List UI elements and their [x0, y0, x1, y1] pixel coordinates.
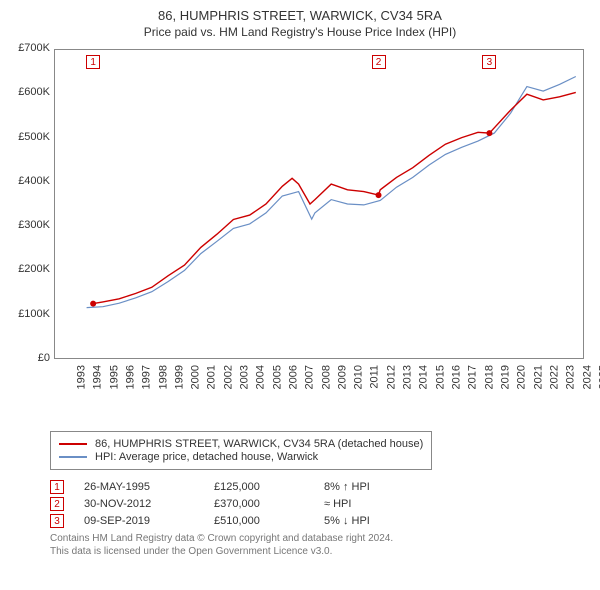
- x-tick-label: 1998: [157, 365, 169, 389]
- x-tick-label: 2003: [239, 365, 251, 389]
- tx-date: 30-NOV-2012: [84, 498, 214, 510]
- x-tick-label: 2001: [206, 365, 218, 389]
- transaction-point: [90, 301, 96, 307]
- legend-label: HPI: Average price, detached house, Warw…: [95, 451, 318, 463]
- x-tick-label: 2022: [548, 365, 560, 389]
- page-subtitle: Price paid vs. HM Land Registry's House …: [10, 25, 590, 39]
- legend: 86, HUMPHRIS STREET, WARWICK, CV34 5RA (…: [50, 431, 432, 470]
- x-tick-label: 2002: [222, 365, 234, 389]
- transactions-table: 1 26-MAY-1995£125,0008% ↑ HPI 2 30-NOV-2012…: [50, 480, 590, 528]
- x-tick-label: 1994: [92, 365, 104, 389]
- x-tick-label: 2012: [385, 365, 397, 389]
- x-tick-label: 2009: [336, 365, 348, 389]
- legend-item: HPI: Average price, detached house, Warw…: [59, 451, 423, 463]
- series-subject: [93, 92, 576, 303]
- price-chart: £0£100K£200K£300K£400K£500K£600K£700K199…: [10, 45, 590, 425]
- chart-marker: 1: [86, 55, 100, 69]
- x-tick-label: 2000: [190, 365, 202, 389]
- x-tick-label: 1995: [108, 365, 120, 389]
- transaction-point: [486, 130, 492, 136]
- table-row: 2 30-NOV-2012£370,000≈ HPI: [50, 497, 590, 511]
- x-tick-label: 2013: [402, 365, 414, 389]
- x-tick-label: 2023: [565, 365, 577, 389]
- tx-marker: 2: [50, 497, 64, 511]
- footer-line: This data is licensed under the Open Gov…: [50, 545, 590, 558]
- tx-price: £125,000: [214, 481, 324, 493]
- x-tick-label: 2018: [483, 365, 495, 389]
- x-tick-label: 2011: [368, 365, 380, 389]
- tx-date: 09-SEP-2019: [84, 515, 214, 527]
- x-tick-label: 2024: [581, 365, 593, 389]
- x-tick-label: 2016: [451, 365, 463, 389]
- tx-price: £370,000: [214, 498, 324, 510]
- tx-relative: 8% ↑ HPI: [324, 481, 444, 493]
- x-tick-label: 2014: [418, 365, 430, 389]
- table-row: 3 09-SEP-2019£510,0005% ↓ HPI: [50, 514, 590, 528]
- x-tick-label: 2017: [467, 365, 479, 389]
- legend-label: 86, HUMPHRIS STREET, WARWICK, CV34 5RA (…: [95, 438, 423, 450]
- chart-marker: 2: [372, 55, 386, 69]
- tx-marker: 1: [50, 480, 64, 494]
- x-tick-label: 2005: [271, 365, 283, 389]
- x-tick-label: 2010: [353, 365, 365, 389]
- x-tick-label: 2004: [255, 365, 267, 389]
- x-tick-label: 2008: [320, 365, 332, 389]
- x-tick-label: 2020: [516, 365, 528, 389]
- x-tick-label: 2007: [304, 365, 316, 389]
- transaction-point: [376, 192, 382, 198]
- x-tick-label: 2015: [434, 365, 446, 389]
- series-hpi: [87, 77, 576, 308]
- footer-line: Contains HM Land Registry data © Crown c…: [50, 532, 590, 545]
- x-tick-label: 1997: [141, 365, 153, 389]
- attribution: Contains HM Land Registry data © Crown c…: [50, 532, 590, 558]
- x-tick-label: 1999: [173, 365, 185, 389]
- tx-relative: ≈ HPI: [324, 498, 444, 510]
- x-tick-label: 1996: [124, 365, 136, 389]
- page-title: 86, HUMPHRIS STREET, WARWICK, CV34 5RA: [10, 8, 590, 23]
- x-tick-label: 2021: [532, 365, 544, 389]
- table-row: 1 26-MAY-1995£125,0008% ↑ HPI: [50, 480, 590, 494]
- x-tick-label: 2006: [287, 365, 299, 389]
- tx-price: £510,000: [214, 515, 324, 527]
- chart-marker: 3: [482, 55, 496, 69]
- x-tick-label: 2019: [499, 365, 511, 389]
- legend-swatch: [59, 456, 87, 458]
- tx-date: 26-MAY-1995: [84, 481, 214, 493]
- x-tick-label: 1993: [75, 365, 87, 389]
- tx-marker: 3: [50, 514, 64, 528]
- legend-item: 86, HUMPHRIS STREET, WARWICK, CV34 5RA (…: [59, 438, 423, 450]
- legend-swatch: [59, 443, 87, 445]
- tx-relative: 5% ↓ HPI: [324, 515, 444, 527]
